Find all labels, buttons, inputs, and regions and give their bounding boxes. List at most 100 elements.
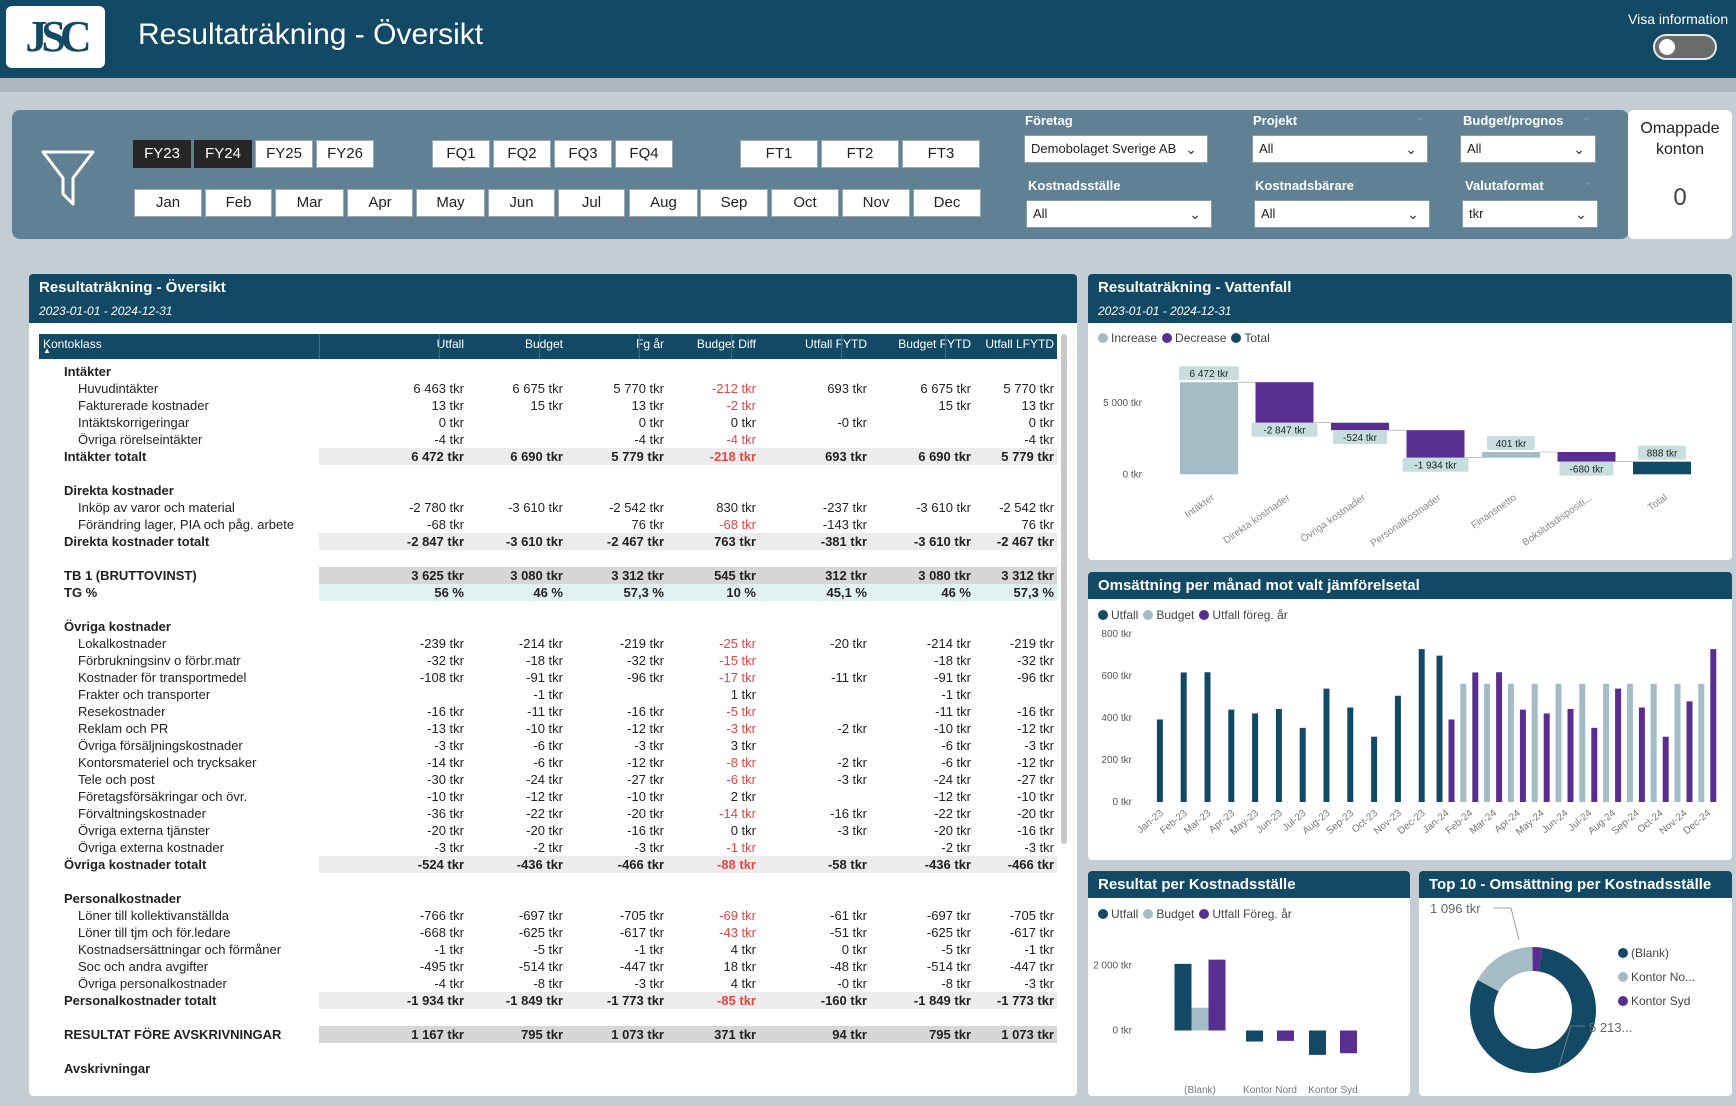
fy-button-fy24[interactable]: FY24 (194, 140, 252, 168)
bar-budget[interactable] (1191, 1007, 1209, 1031)
budget-prognos-dropdown[interactable]: All ⌄ (1460, 135, 1596, 163)
bar-utfall[interactable] (1323, 688, 1330, 802)
month-button-may[interactable]: May (416, 189, 485, 217)
donut-slice[interactable] (1477, 947, 1533, 992)
bar-utfall-f-reg-r[interactable] (1277, 1030, 1294, 1041)
bar-budget[interactable] (1484, 683, 1491, 802)
donut-slice[interactable] (1470, 947, 1596, 1073)
fq-button-fq3[interactable]: FQ3 (554, 140, 612, 168)
month-button-oct[interactable]: Oct (771, 189, 839, 217)
legend-item[interactable]: Utfall (1098, 907, 1138, 921)
bar-budget[interactable] (1698, 683, 1705, 802)
bar-budget[interactable] (1626, 683, 1633, 802)
month-button-jan[interactable]: Jan (134, 189, 202, 217)
legend-item[interactable]: Increase (1098, 331, 1157, 345)
month-button-sep[interactable]: Sep (700, 189, 768, 217)
bar-utfall[interactable] (1174, 963, 1192, 1031)
sort-ascending-icon[interactable]: ▲ (43, 346, 51, 355)
month-button-dec[interactable]: Dec (913, 189, 981, 217)
bar-utfall-f-reg-r[interactable] (1710, 649, 1717, 802)
month-button-jun[interactable]: Jun (488, 189, 555, 217)
fy-button-fy23[interactable]: FY23 (133, 140, 191, 168)
ft-button-ft2[interactable]: FT2 (821, 140, 899, 168)
legend-item[interactable]: Utfall föreg. år (1199, 608, 1288, 622)
bar-utfall[interactable] (1252, 713, 1259, 802)
legend-item[interactable]: Utfall (1098, 608, 1138, 622)
bar-utfall-f-reg-r[interactable] (1496, 672, 1503, 802)
bar-utfall-f-reg-r[interactable] (1448, 719, 1455, 802)
bar-utfall-f-reg-r[interactable] (1686, 701, 1693, 802)
waterfall-bar[interactable] (1331, 422, 1389, 431)
fq-button-fq4[interactable]: FQ4 (615, 140, 673, 168)
bar-budget[interactable] (1603, 683, 1610, 802)
bar-budget[interactable] (1460, 683, 1467, 802)
bar-budget[interactable] (1531, 683, 1538, 802)
kostnadsstalle-dropdown[interactable]: All ⌄ (1026, 200, 1212, 228)
bar-utfall-f-reg-r[interactable] (1543, 713, 1550, 802)
fq-button-fq2[interactable]: FQ2 (493, 140, 551, 168)
bar-utfall[interactable] (1299, 727, 1306, 802)
bar-utfall-f-reg-r[interactable] (1340, 1030, 1357, 1054)
kostnadsbarare-dropdown[interactable]: All ⌄ (1254, 200, 1430, 228)
bar-utfall-f-reg-r[interactable] (1662, 736, 1669, 802)
foretag-dropdown[interactable]: Demobolaget Sverige AB ⌄ (1024, 135, 1208, 163)
waterfall-bar[interactable] (1557, 451, 1616, 462)
column-header-4[interactable]: Budget Diff (696, 337, 756, 351)
ft-button-ft3[interactable]: FT3 (902, 140, 980, 168)
column-header-0[interactable]: Kontoklass (43, 337, 102, 351)
bar-utfall[interactable] (1371, 736, 1378, 802)
bar-budget[interactable] (1674, 683, 1681, 802)
month-button-aug[interactable]: Aug (629, 189, 698, 217)
month-button-apr[interactable]: Apr (347, 189, 413, 217)
bar-utfall[interactable] (1204, 672, 1211, 802)
month-button-feb[interactable]: Feb (205, 189, 272, 217)
waterfall-bar[interactable] (1406, 430, 1465, 458)
waterfall-bar[interactable] (1633, 461, 1691, 475)
ft-button-ft1[interactable]: FT1 (740, 140, 818, 168)
legend-item[interactable]: Budget (1143, 608, 1194, 622)
projekt-dropdown[interactable]: All ⌄ (1252, 135, 1428, 163)
table-header[interactable]: Kontoklass Utfall Budget Fg år Budget Diff Ut… (39, 334, 1057, 359)
bar-utfall[interactable] (1180, 672, 1187, 802)
waterfall-bar[interactable] (1180, 382, 1238, 475)
bar-budget[interactable] (1555, 683, 1562, 802)
bar-utfall[interactable] (1228, 709, 1235, 802)
bar-utfall-f-reg-r[interactable] (1208, 959, 1226, 1031)
bar-utfall[interactable] (1347, 707, 1354, 803)
month-button-mar[interactable]: Mar (275, 189, 344, 217)
visa-information-toggle[interactable] (1653, 34, 1717, 60)
donut-slice[interactable] (1532, 947, 1543, 972)
column-header-3[interactable]: Fg år (635, 337, 664, 351)
bar-utfall-f-reg-r[interactable] (1567, 708, 1574, 802)
legend-item[interactable]: Budget (1143, 907, 1194, 921)
waterfall-bar[interactable] (1482, 451, 1540, 458)
bar-utfall[interactable] (1394, 695, 1401, 802)
bar-budget[interactable] (1650, 683, 1657, 802)
column-header-5[interactable]: Utfall FYTD (804, 337, 867, 351)
column-header-1[interactable]: Utfall (436, 337, 464, 351)
column-header-7[interactable]: Utfall LFYTD (985, 337, 1054, 351)
bar-utfall-f-reg-r[interactable] (1638, 707, 1645, 803)
legend-item[interactable]: Total (1231, 331, 1270, 345)
bar-utfall[interactable] (1418, 649, 1425, 802)
month-button-jul[interactable]: Jul (558, 189, 625, 217)
month-button-nov[interactable]: Nov (842, 189, 910, 217)
waterfall-bar[interactable] (1255, 382, 1314, 423)
bar-utfall[interactable] (1309, 1030, 1326, 1055)
bar-utfall[interactable] (1156, 719, 1163, 802)
column-header-6[interactable]: Budget FYTD (898, 337, 971, 351)
column-header-2[interactable]: Budget (524, 337, 563, 351)
fy-button-fy26[interactable]: FY26 (316, 140, 374, 168)
table-scrollbar[interactable] (1061, 334, 1067, 844)
bar-utfall[interactable] (1246, 1030, 1263, 1042)
bar-utfall-f-reg-r[interactable] (1591, 727, 1598, 802)
fq-button-fq1[interactable]: FQ1 (432, 140, 490, 168)
fy-button-fy25[interactable]: FY25 (255, 140, 313, 168)
bar-utfall[interactable] (1436, 655, 1443, 802)
bar-budget[interactable] (1507, 683, 1514, 802)
valutaformat-dropdown[interactable]: tkr ⌄ (1462, 200, 1598, 228)
bar-utfall-f-reg-r[interactable] (1519, 709, 1526, 802)
bar-utfall-f-reg-r[interactable] (1615, 688, 1622, 802)
legend-item[interactable]: Decrease (1162, 331, 1226, 345)
bar-utfall-f-reg-r[interactable] (1472, 672, 1479, 802)
